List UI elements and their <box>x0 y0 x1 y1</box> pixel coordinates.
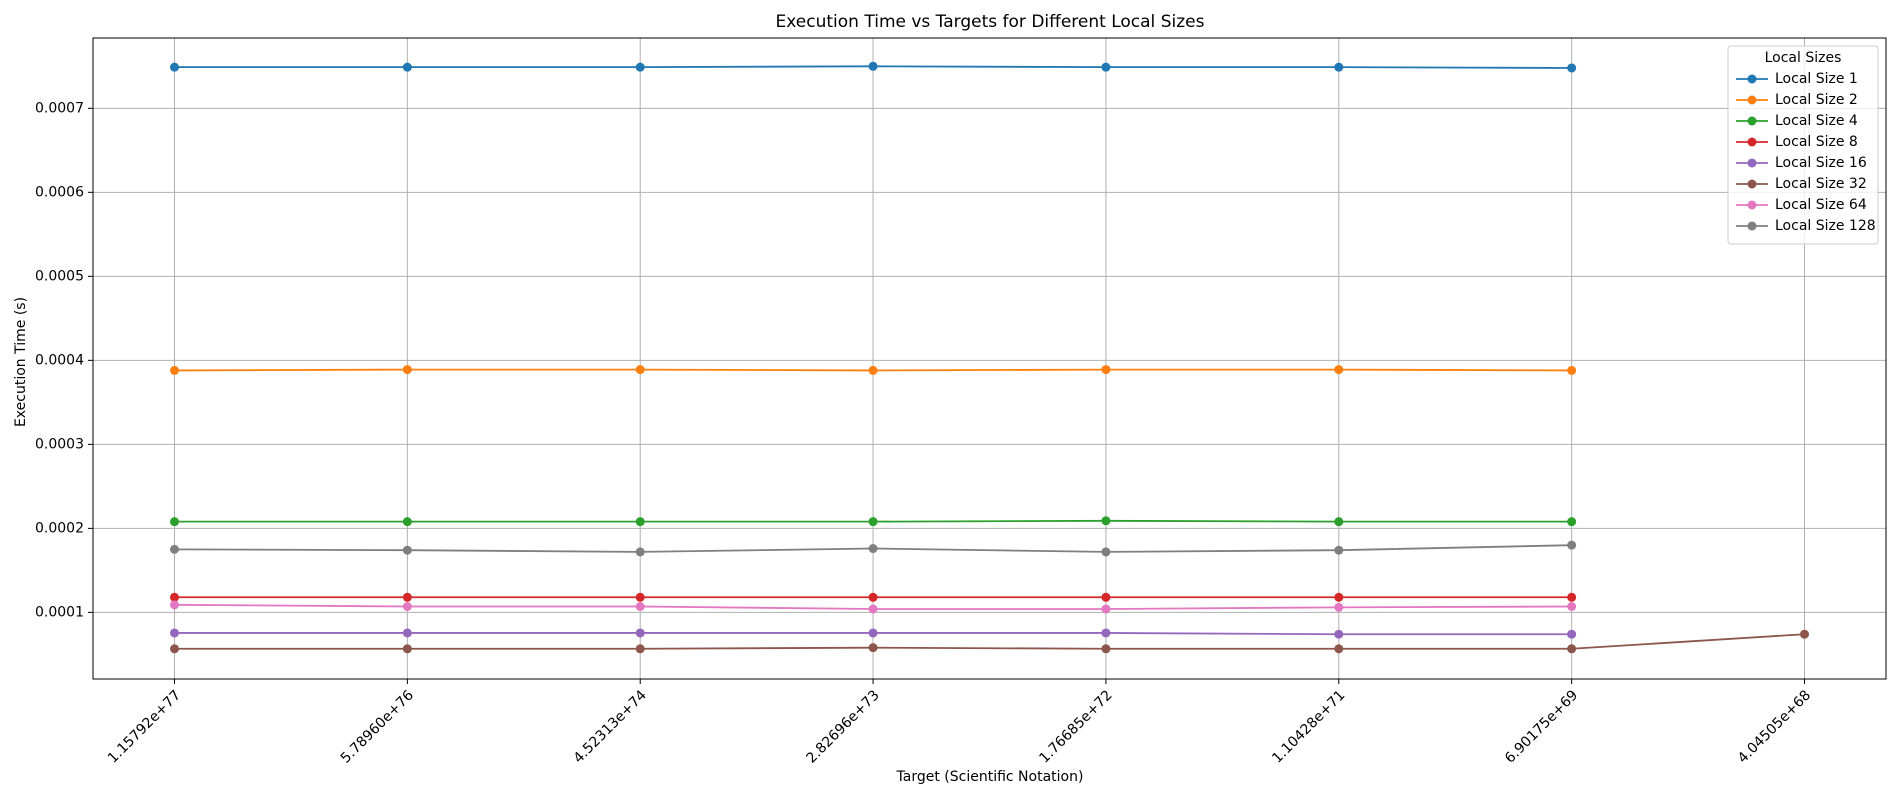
data-point <box>868 628 878 638</box>
legend-label: Local Size 1 <box>1775 71 1858 87</box>
chart-title: Execution Time vs Targets for Different … <box>776 12 1205 32</box>
data-point <box>635 365 645 375</box>
legend-label: Local Size 8 <box>1775 134 1858 150</box>
legend-title: Local Sizes <box>1765 50 1842 66</box>
data-point <box>1567 644 1577 654</box>
data-point <box>1567 540 1577 550</box>
data-point <box>1334 517 1344 527</box>
data-point <box>402 365 412 375</box>
legend-label: Local Size 4 <box>1775 113 1858 129</box>
data-point <box>1334 592 1344 602</box>
legend-label: Local Size 64 <box>1775 197 1867 213</box>
y-tick-label: 0.0004 <box>35 352 84 368</box>
data-point <box>402 601 412 611</box>
y-tick-label: 0.0007 <box>35 100 84 116</box>
data-point <box>170 517 179 527</box>
data-point <box>868 365 878 375</box>
legend-label: Local Size 32 <box>1775 176 1867 192</box>
legend-marker <box>1747 221 1757 231</box>
series-line <box>174 633 1805 650</box>
legend-marker <box>1747 95 1757 105</box>
data-point <box>1334 545 1344 555</box>
plot-frame <box>92 37 1887 680</box>
data-point <box>1567 601 1577 611</box>
data-point <box>635 644 645 654</box>
data-point <box>868 643 878 653</box>
data-point <box>1334 365 1344 375</box>
y-tick-label: 0.0002 <box>35 520 84 536</box>
legend-label: Local Size 16 <box>1775 155 1867 171</box>
y-tick-label: 0.0003 <box>35 436 84 452</box>
data-point <box>402 592 412 602</box>
data-point <box>170 544 179 554</box>
y-axis-label: Execution Time (s) <box>13 297 29 427</box>
data-point <box>635 592 645 602</box>
data-point <box>635 517 645 527</box>
data-point <box>635 62 645 72</box>
data-point <box>1101 604 1111 614</box>
data-point <box>868 592 878 602</box>
legend-marker <box>1747 74 1757 84</box>
data-point <box>1334 602 1344 612</box>
legend-box <box>1727 45 1879 245</box>
data-point <box>1567 365 1577 375</box>
data-point <box>868 544 878 554</box>
data-point <box>868 61 878 71</box>
data-point <box>868 604 878 614</box>
legend-marker <box>1747 200 1757 210</box>
data-point <box>868 517 878 527</box>
data-point <box>1567 63 1577 73</box>
data-point <box>1101 628 1111 638</box>
data-point <box>170 600 179 610</box>
data-point <box>1800 629 1809 639</box>
x-axis-label: Target (Scientific Notation) <box>896 769 1084 785</box>
data-point <box>1101 516 1111 526</box>
legend-marker <box>1747 116 1757 126</box>
data-point <box>170 365 179 375</box>
data-point <box>1567 517 1577 527</box>
data-point <box>1567 592 1577 602</box>
legend-marker <box>1747 137 1757 147</box>
data-point <box>635 601 645 611</box>
data-point <box>1101 547 1111 557</box>
data-point <box>170 592 179 602</box>
y-tick-label: 0.0006 <box>35 184 84 200</box>
data-point <box>402 545 412 555</box>
y-tick-label: 0.0001 <box>35 604 84 620</box>
legend-marker <box>1747 158 1757 168</box>
data-point <box>1334 644 1344 654</box>
data-point <box>402 644 412 654</box>
legend-marker <box>1747 179 1757 189</box>
data-point <box>170 644 179 654</box>
data-point <box>1101 365 1111 375</box>
data-point <box>1334 62 1344 72</box>
data-point <box>1101 592 1111 602</box>
data-point <box>635 547 645 557</box>
data-point <box>402 62 412 72</box>
data-point <box>1101 644 1111 654</box>
data-point <box>635 628 645 638</box>
data-point <box>170 62 179 72</box>
y-tick-label: 0.0005 <box>35 268 84 284</box>
legend-label: Local Size 128 <box>1775 218 1876 234</box>
data-point <box>1334 629 1344 639</box>
legend-label: Local Size 2 <box>1775 92 1858 108</box>
data-point <box>1101 62 1111 72</box>
data-point <box>402 517 412 527</box>
data-point <box>402 628 412 638</box>
data-point <box>170 628 179 638</box>
data-point <box>1567 629 1577 639</box>
